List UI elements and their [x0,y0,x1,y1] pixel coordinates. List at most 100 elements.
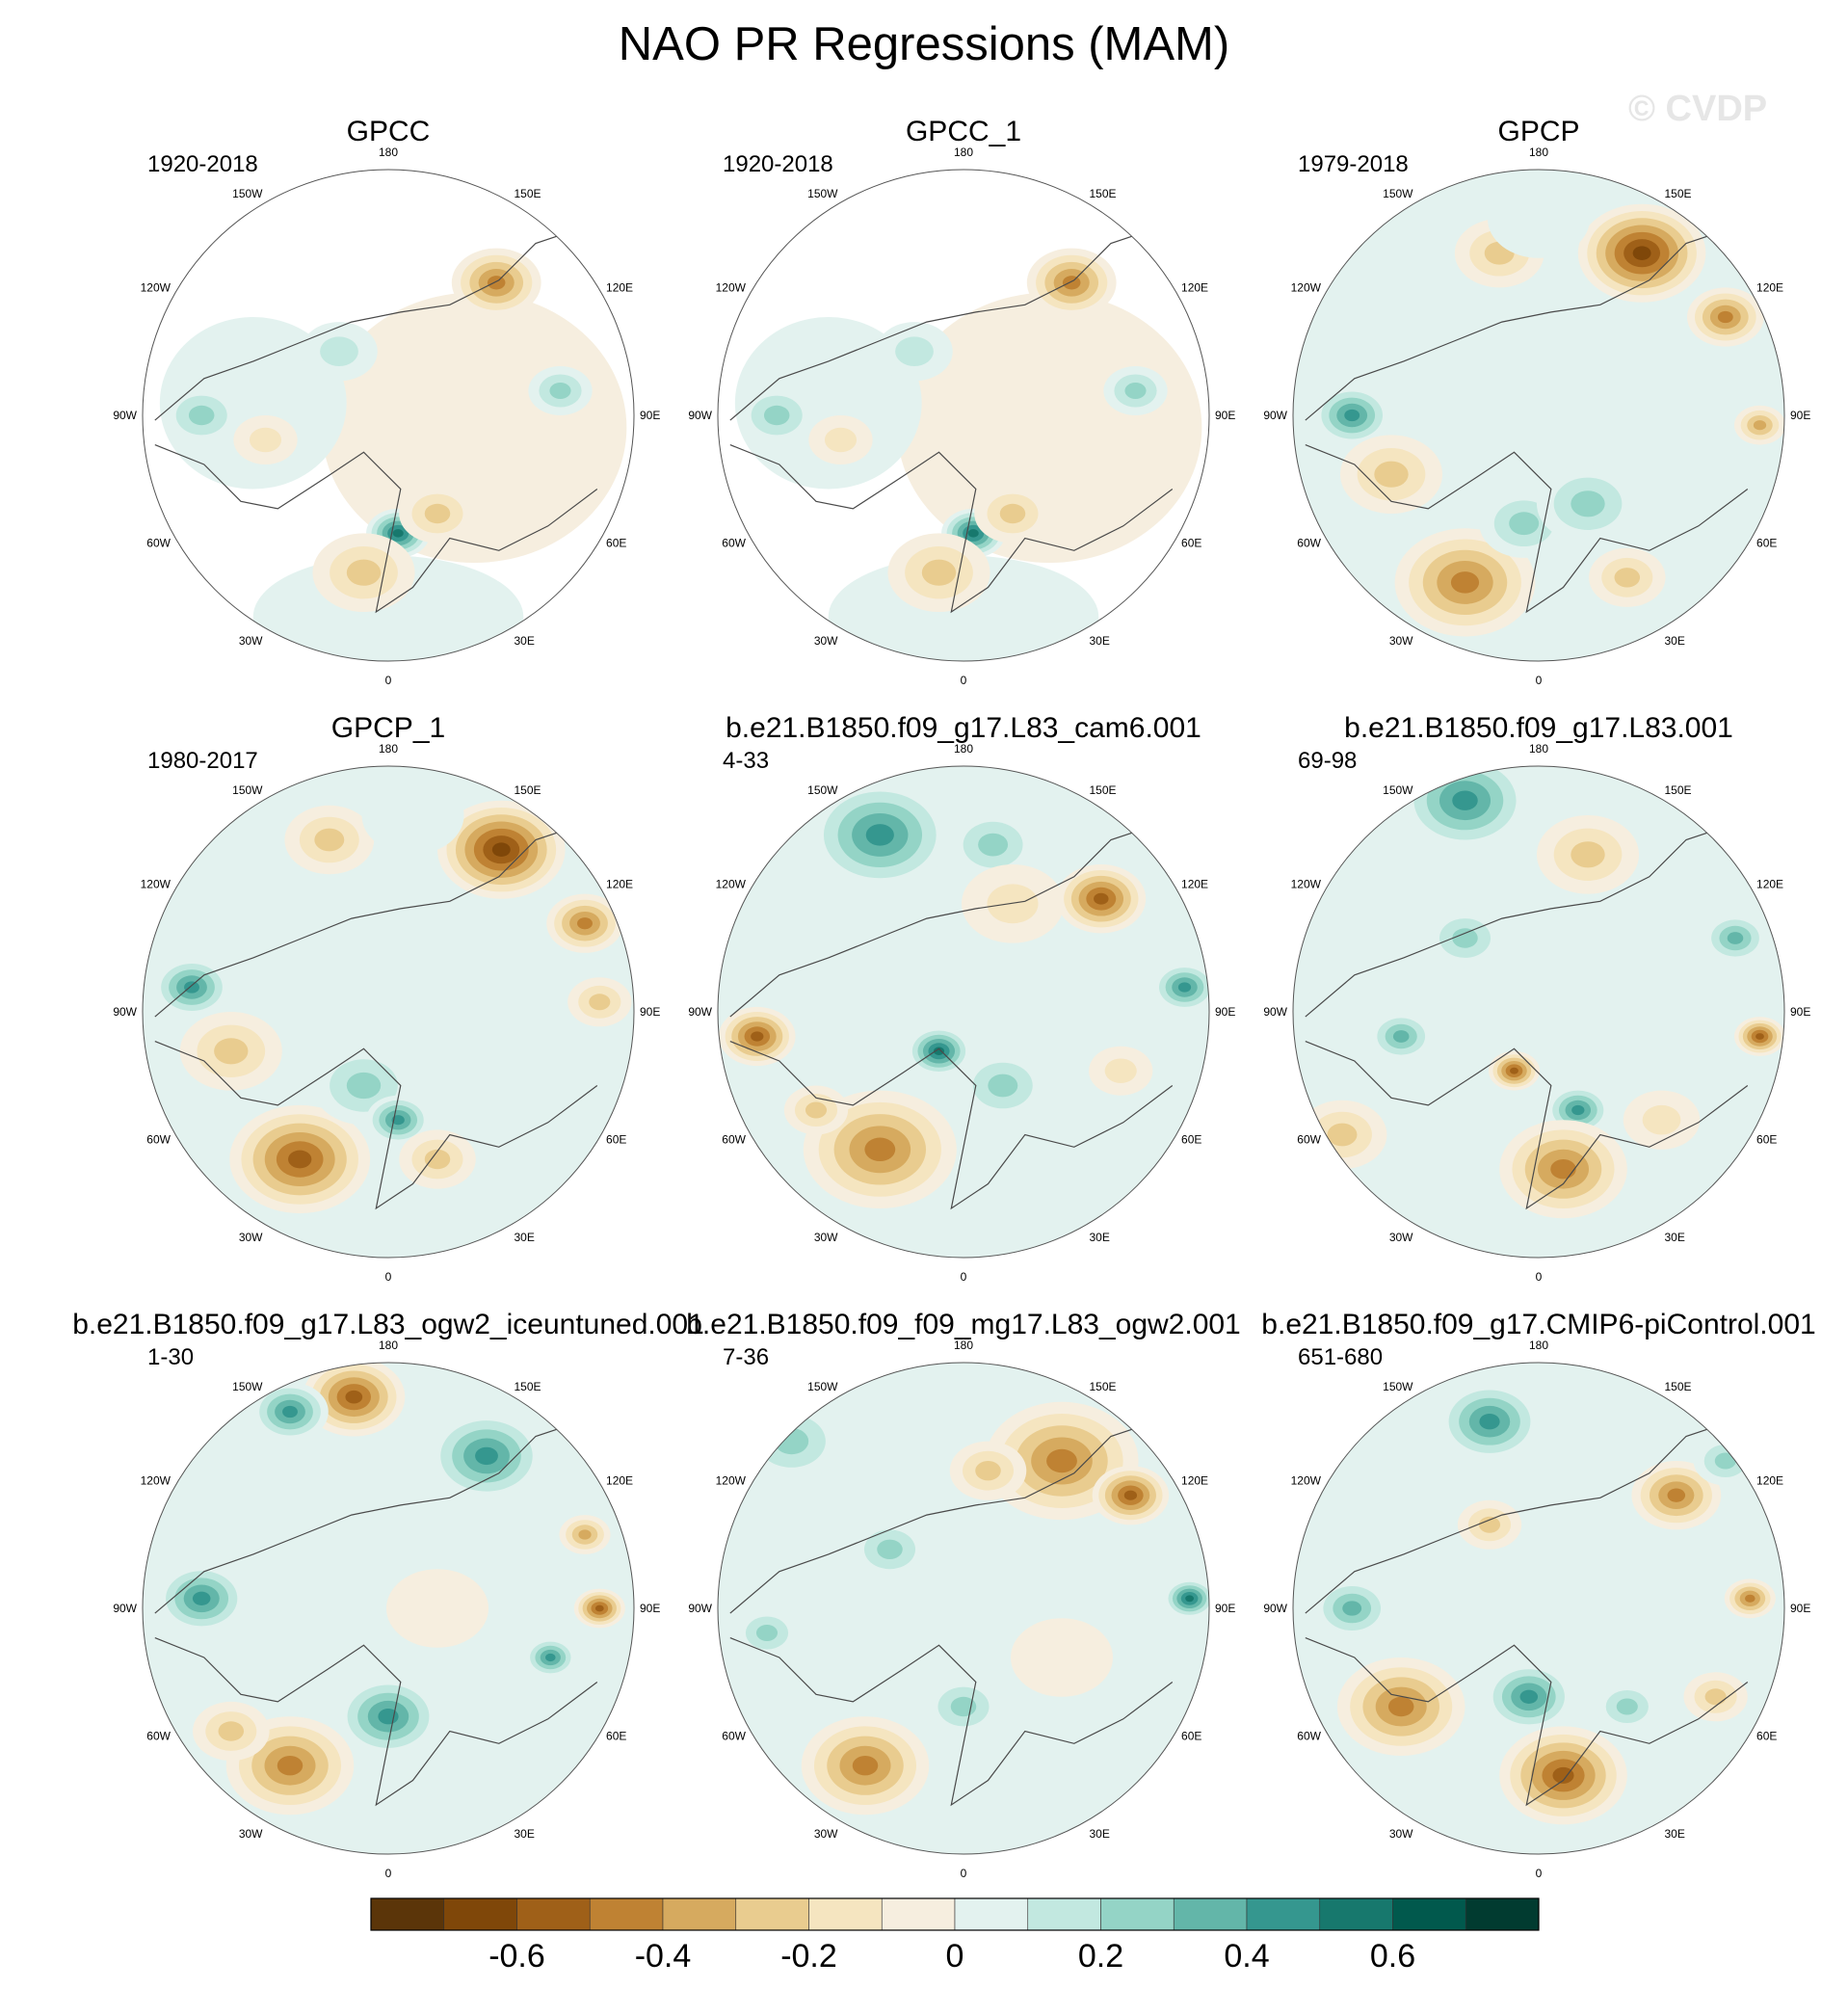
anomaly-contour [1571,490,1605,517]
longitude-label: 30W [239,634,263,648]
main-title: NAO PR Regressions (MAM) [618,18,1230,70]
anomaly-contour [864,1137,896,1162]
longitude-label: 90E [1215,1602,1235,1615]
longitude-label: 90E [1790,409,1810,422]
coastline [729,1637,1174,1807]
map-outline [717,1362,1210,1855]
panel-title: GPCP [1497,116,1579,147]
longitude-label: 30W [1389,1827,1413,1841]
coastline [1305,1423,1724,1614]
longitude-label: 0 [961,1270,967,1284]
longitude-label: 60W [722,537,746,550]
map-panel: b.e21.B1850.f09_g17.L83_ogw2_iceuntuned.… [72,1309,704,1880]
colorbar-swatch [370,1897,445,1931]
longitude-label: 180 [379,1339,398,1352]
panel-title: b.e21.B1850.f09_g17.CMIP6-piControl.001 [1261,1309,1815,1340]
longitude-label: 0 [385,1867,392,1880]
longitude-label: 90E [640,1602,660,1615]
anomaly-contour [184,981,199,994]
anomaly-contour [378,1709,399,1725]
colorbar-border [370,1897,1540,1931]
longitude-label: 150E [1665,1380,1692,1393]
anomaly-contour [1123,1490,1138,1500]
anomaly-contour [1717,310,1733,324]
panel-period: 651-680 [1298,1344,1383,1370]
coastline [154,444,598,614]
map-outline [717,765,1210,1259]
longitude-label: 60E [1181,1133,1201,1147]
coastline [154,1637,598,1807]
panel-period: 7-36 [723,1344,769,1370]
anomaly-contour [751,1031,764,1042]
map-panel: b.e21.B1850.f09_g17.L83_cam6.001 4-33 180 0… [688,712,1235,1284]
anomaly-contour [249,427,282,453]
longitude-label: 120W [1291,1474,1322,1488]
longitude-label: 60E [1756,1730,1777,1743]
colorbar-swatch [1246,1897,1321,1931]
longitude-label: 150W [1383,783,1413,797]
longitude-label: 60W [1297,1730,1321,1743]
map-outline [1292,1362,1785,1855]
longitude-label: 120E [1756,1474,1783,1488]
longitude-label: 30E [1090,1231,1110,1244]
coastline [1305,1637,1749,1807]
anomaly-contour [1552,1766,1574,1784]
anomaly-contour [865,824,894,846]
longitude-label: 120W [141,281,172,295]
longitude-label: 0 [1536,674,1543,687]
panel-period: 4-33 [723,748,769,774]
coastline [154,827,573,1018]
anomaly-contour [755,1625,779,1641]
longitude-label: 150E [1090,187,1117,200]
longitude-label: 0 [961,674,967,687]
longitude-label: 30W [239,1231,263,1244]
colorbar-swatch [881,1897,956,1931]
colorbar-tick-label: 0.6 [1370,1938,1415,1975]
panel-title: b.e21.B1850.f09_g17.L83_cam6.001 [726,712,1201,744]
anomaly-contour [1342,1601,1362,1616]
longitude-label: 150E [1665,783,1692,797]
anomaly-contour [1704,1688,1727,1706]
colorbar-tick-label: -0.6 [488,1938,545,1975]
colorbar-swatch [443,1897,517,1931]
longitude-label: 30E [1090,1827,1110,1841]
colorbar-swatch [808,1897,883,1931]
longitude-label: 180 [954,1339,973,1352]
longitude-label: 150E [515,187,541,200]
anomaly-contour [1094,892,1109,905]
longitude-label: 150E [1665,187,1692,200]
longitude-label: 90W [1263,1005,1287,1019]
panel-title: GPCP_1 [331,712,445,744]
longitude-label: 150W [232,783,263,797]
anomaly-contour [577,917,593,930]
anomaly-contour [1510,1067,1518,1074]
longitude-label: 90W [113,1602,137,1615]
anomaly-contour [1010,1618,1114,1697]
panel-title: b.e21.B1850.f09_g17.L83.001 [1344,712,1733,744]
colorbar-swatch [662,1897,737,1931]
coastline [154,230,573,421]
anomaly-contour [288,1150,312,1169]
colorbar-tick-label: 0.2 [1078,1938,1123,1975]
anomaly-contour [1104,1058,1137,1083]
anomaly-contour [277,1756,304,1776]
anomaly-contour [1727,932,1744,944]
coastline [729,444,1174,614]
longitude-label: 120W [716,1474,747,1488]
longitude-label: 150W [807,1380,838,1393]
coastline [154,1041,598,1210]
longitude-label: 0 [1536,1867,1543,1880]
longitude-label: 30E [515,634,535,648]
map-outline [1292,765,1785,1259]
anomaly-contour [1519,1689,1539,1704]
longitude-label: 150E [1090,1380,1117,1393]
map-outline [142,169,635,662]
map-panel: b.e21.B1850.f09_g17.CMIP6-piControl.001 6… [1261,1309,1815,1880]
longitude-label: 60W [722,1730,746,1743]
anomaly-contour [345,1390,363,1404]
longitude-label: 120W [1291,281,1322,295]
longitude-label: 90W [1263,409,1287,422]
anomaly-contour [214,1038,249,1065]
land-field [159,317,347,490]
